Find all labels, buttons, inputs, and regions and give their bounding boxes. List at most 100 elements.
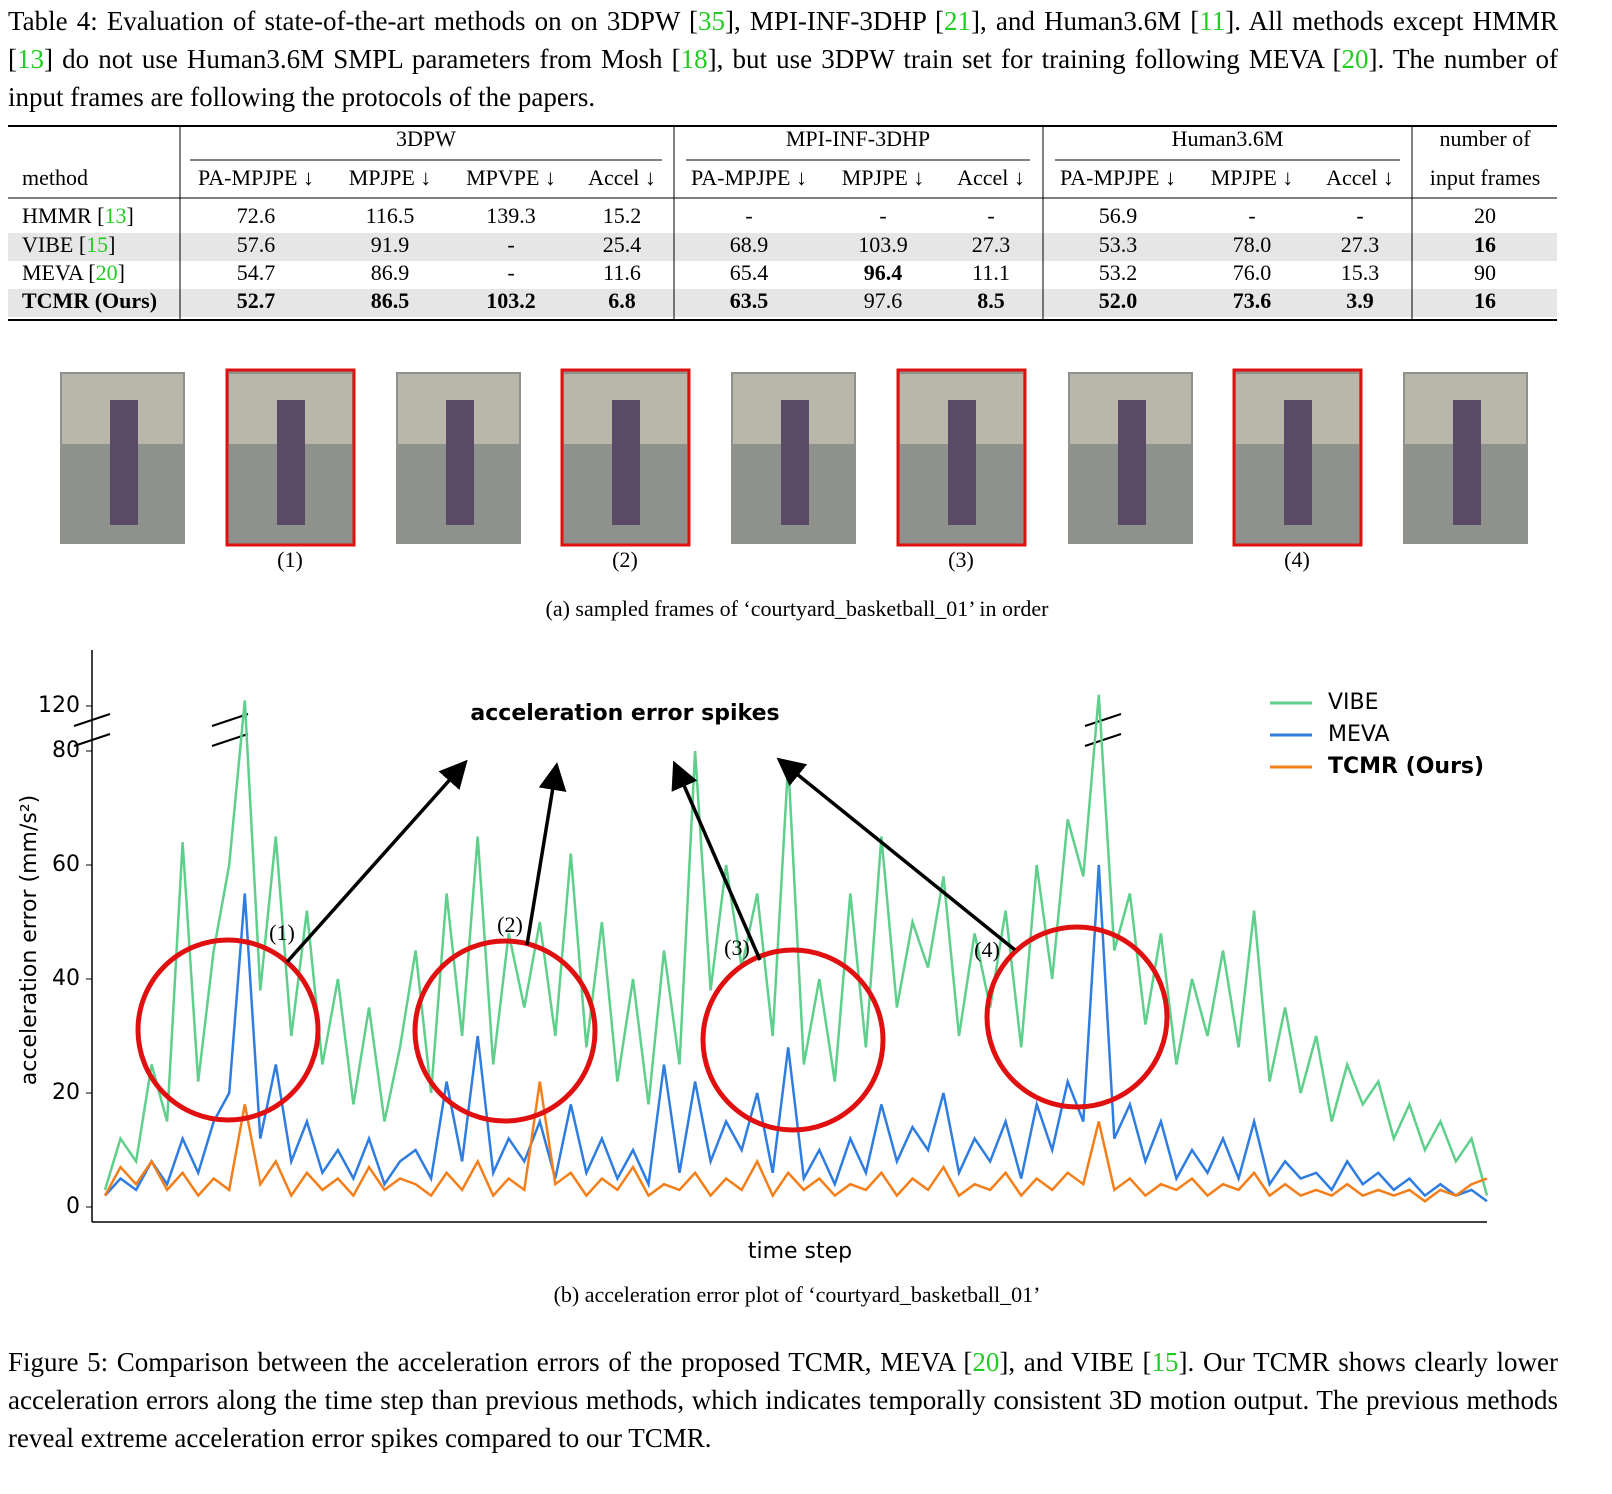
text: ]. The number of input frames are follow… — [8, 44, 1558, 112]
table-caption: Table 4: Evaluation of state-of-the-art … — [8, 2, 1558, 116]
break-mark — [211, 713, 249, 727]
cell: 52.7 — [237, 288, 276, 313]
group-header: Human3.6M — [1172, 126, 1284, 151]
method-name: MEVA [ — [22, 260, 96, 285]
citation: 13 — [105, 203, 127, 228]
col-header: MPJPE ↓ — [842, 165, 925, 190]
cell: 116.5 — [366, 203, 415, 228]
y-tick-label: 120 — [38, 693, 80, 718]
cell: 103.2 — [486, 288, 536, 313]
col-header: PA-MPJPE ↓ — [691, 165, 807, 190]
cell: 53.2 — [1099, 260, 1138, 285]
cell: 91.9 — [371, 232, 410, 257]
cell: 86.5 — [371, 288, 410, 313]
cell: 16 — [1474, 232, 1496, 257]
annotation-label: (1) — [269, 920, 295, 945]
frame-person — [781, 400, 809, 525]
cell: - — [1356, 203, 1363, 228]
cell: 57.6 — [237, 232, 276, 257]
break-mark — [1084, 713, 1122, 727]
citation: 20 — [972, 1347, 1000, 1377]
arrow — [525, 762, 567, 946]
annotation-label: (3) — [724, 935, 750, 960]
cell: 103.9 — [858, 232, 908, 257]
break-mark — [73, 713, 111, 727]
cell: 139.3 — [486, 203, 536, 228]
cell: 3.9 — [1346, 288, 1374, 313]
citation: 15 — [86, 232, 108, 257]
frame-person — [110, 400, 138, 525]
citation: 20 — [96, 260, 118, 285]
cell: 11.1 — [972, 260, 1010, 285]
cell: 72.6 — [237, 203, 276, 228]
col-header: MPJPE ↓ — [1211, 165, 1294, 190]
arrow — [285, 759, 468, 964]
annotation-label: (2) — [497, 912, 523, 937]
cell: 15.2 — [603, 203, 642, 228]
text: ]. Our TCMR shows clearly lower accelera… — [8, 1347, 1558, 1453]
citation: 13 — [17, 44, 44, 74]
highlight-circle — [984, 924, 1170, 1110]
col-header: Accel ↓ — [588, 165, 656, 190]
col-header: Accel ↓ — [957, 165, 1025, 190]
cell: - — [879, 203, 886, 228]
cell: - — [507, 232, 514, 257]
text: Table 4: Evaluation of state-of-the-art … — [8, 6, 698, 36]
cell: 56.9 — [1099, 203, 1138, 228]
method-name: ] — [118, 260, 125, 285]
header: method — [22, 165, 88, 190]
figure-caption: Figure 5: Comparison between the acceler… — [8, 1343, 1558, 1457]
text: Figure 5: Comparison between the acceler… — [8, 1347, 973, 1377]
highlight-circle — [412, 938, 598, 1124]
col-header: PA-MPJPE ↓ — [198, 165, 314, 190]
cell: - — [745, 203, 752, 228]
frame-label: (4) — [1284, 547, 1310, 572]
frame-label: (2) — [612, 547, 638, 572]
method-name: HMMR [ — [22, 203, 105, 228]
cell: 63.5 — [730, 288, 769, 313]
y-tick-label: 40 — [52, 966, 80, 991]
text: ], but use 3DPW train set for training f… — [707, 44, 1342, 74]
cell: 54.7 — [237, 260, 276, 285]
citation: 15 — [1151, 1347, 1179, 1377]
group-header: MPI-INF-3DHP — [786, 126, 930, 151]
text: ]. All methods except HMMR [ — [8, 6, 1558, 74]
method-name: ] — [127, 203, 134, 228]
method: VIBE [15] — [22, 232, 115, 257]
citation: 11 — [1199, 6, 1226, 36]
text: ], and Human3.6M [ — [970, 6, 1200, 36]
cell: 78.0 — [1233, 232, 1272, 257]
frame-person — [1453, 400, 1481, 525]
cell: 97.6 — [864, 288, 903, 313]
cell: 11.6 — [603, 260, 641, 285]
text: ], and VIBE [ — [999, 1347, 1152, 1377]
legend-label: MEVA — [1328, 722, 1390, 747]
cell: 86.9 — [371, 260, 410, 285]
frame-person — [277, 400, 305, 525]
citation: 35 — [698, 6, 725, 36]
y-tick-label: 60 — [52, 852, 80, 877]
frame-person — [948, 400, 976, 525]
subcaption: (b) acceleration error plot of ‘courtyar… — [554, 1282, 1041, 1307]
y-tick-label: 20 — [52, 1080, 80, 1105]
highlight-circle — [700, 947, 886, 1133]
citation: 21 — [943, 6, 971, 36]
citation: 20 — [1341, 44, 1369, 74]
frame-person — [446, 400, 474, 525]
method: MEVA [20] — [22, 260, 125, 285]
citation: 18 — [680, 44, 708, 74]
method-name: VIBE [ — [22, 232, 86, 257]
row-shade — [8, 289, 1557, 317]
line-series — [103, 1081, 1488, 1203]
frame-person — [1118, 400, 1146, 525]
highlight-circle — [135, 937, 321, 1123]
line-series — [104, 864, 1488, 1203]
subcaption: (a) sampled frames of ‘courtyard_basketb… — [546, 596, 1050, 621]
chart-title: acceleration error spikes — [470, 701, 779, 726]
method-name: TCMR (Ours) — [22, 288, 157, 313]
x-axis-label: time step — [748, 1239, 852, 1264]
cell: 68.9 — [730, 232, 769, 257]
col-header: PA-MPJPE ↓ — [1060, 165, 1176, 190]
